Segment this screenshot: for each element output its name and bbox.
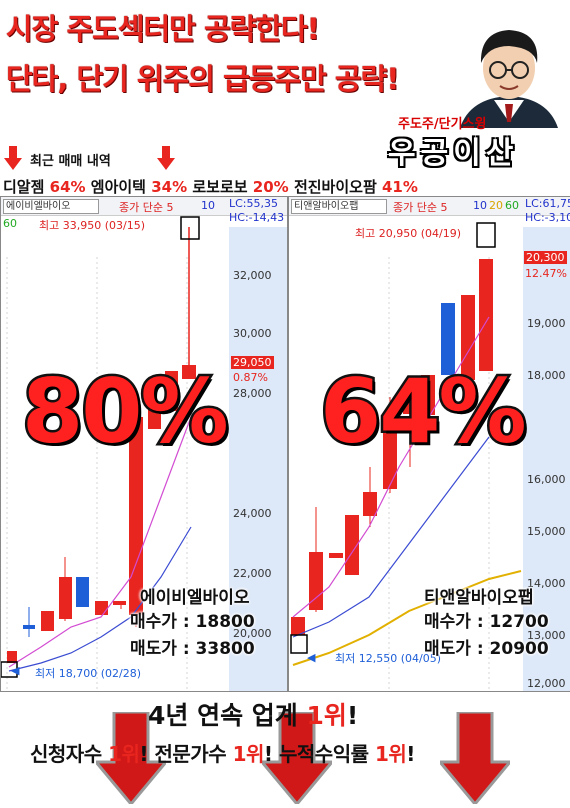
chart-panel-left: 에이비엘바이오 종가 단순 5 10 LC:55,35 60 HC:-14,43… <box>0 196 288 692</box>
rank-badge: 1위 <box>232 742 265 766</box>
svg-text:◀: ◀ <box>11 664 20 677</box>
y-tick: 16,000 <box>527 473 566 486</box>
y-tick: 24,000 <box>233 507 272 520</box>
footer-line1-suffix: ! <box>346 701 359 730</box>
ma60-label: 60 <box>3 217 17 230</box>
rank-badge: 1위 <box>108 742 140 766</box>
trade-pct: 34% <box>151 178 188 196</box>
trade-name: 로보로보 <box>192 178 248 196</box>
y-tick: 22,000 <box>233 567 272 580</box>
ma-label: 종가 단순 5 <box>393 201 448 214</box>
footer-line1: 4년 연속 업계 1위! <box>148 696 358 732</box>
ma-extra: 10 <box>201 199 215 212</box>
hc-label: HC:-14,43 <box>229 211 285 224</box>
rank-suffix: ! <box>406 742 415 766</box>
price-box: 20,300 <box>524 251 567 264</box>
trade-pct: 64% <box>49 178 86 196</box>
trade-name: 전진바이오팜 <box>293 178 377 196</box>
high-label: 최고 20,950 (04/19) <box>355 227 462 240</box>
down-arrow-icon <box>157 146 175 170</box>
y-tick: 12,000 <box>527 677 566 690</box>
high-label: 최고 33,950 (03/15) <box>39 219 146 232</box>
chart-canvas-left: ◀ <box>1 216 287 691</box>
y-tick: 19,000 <box>527 317 566 330</box>
sell-price-right: 매도가 : 20900 <box>424 639 549 659</box>
recent-label: 최근 매매 내역 <box>30 154 111 169</box>
stock-name-left: 에이비엘바이오 <box>140 588 250 608</box>
rank-item-label: 전문가수 <box>154 742 233 766</box>
stock-field[interactable]: 에이비엘바이오 <box>3 199 99 214</box>
rank-suffix: ! <box>139 742 155 766</box>
trade-pct: 41% <box>381 178 418 196</box>
trade-name: 디알젬 <box>3 178 45 196</box>
y-tick: 32,000 <box>233 269 272 282</box>
hc-label: HC:-3,10 <box>525 211 570 224</box>
low-label: 최저 12,550 (04/05) <box>335 652 442 665</box>
footer-line2: 신청자수 1위! 전문가수 1위! 누적수익률 1위! <box>30 738 415 767</box>
trade-pct: 20% <box>252 178 289 196</box>
rank-suffix: ! <box>263 742 279 766</box>
down-arrow-icon <box>258 710 336 807</box>
lc-label: LC:55,35 <box>229 197 279 210</box>
stock-field[interactable]: 티앤알바이오팹 <box>291 199 387 214</box>
y-tick: 20,000 <box>233 627 272 640</box>
trade-name: 엠아이텍 <box>90 178 146 196</box>
chart-toolbar: 티앤알바이오팹 종가 단순 5 10 20 60 LC:61,75 <box>289 197 570 216</box>
svg-text:◀: ◀ <box>307 651 316 664</box>
recent-trades-row: 디알젬 64% 엠아이텍 34% 로보로보 20% 전진바이오팜 41% <box>3 176 418 197</box>
footer-line1-text: 4년 연속 업계 <box>148 701 307 730</box>
stock-name-right: 티앤알바이오팹 <box>424 588 534 608</box>
y-tick: 15,000 <box>527 525 566 538</box>
y-tick: 28,000 <box>233 387 272 400</box>
price-box: 29,050 <box>231 356 274 369</box>
rank-item-label: 신청자수 <box>30 742 109 766</box>
low-label: 최저 18,700 (02/28) <box>35 667 142 680</box>
y-tick: 30,000 <box>233 327 272 340</box>
profile-name: 우공이산 <box>388 136 519 171</box>
y-tick: 14,000 <box>527 577 566 590</box>
lc-label: LC:61,75 <box>525 197 570 210</box>
pct-box: 0.87% <box>233 371 268 384</box>
rank-badge: 1위 <box>374 742 407 766</box>
rank-badge: 1위 <box>306 701 347 730</box>
chart-panel-right: 티앤알바이오팹 종가 단순 5 10 20 60 LC:61,75 HC:-3,… <box>288 196 570 692</box>
headline-line1: 시장 주도섹터만 공략한다! <box>6 12 320 46</box>
ma60-label: 60 <box>505 199 519 212</box>
y-tick: 18,000 <box>527 369 566 382</box>
ma-extra: 10 <box>473 199 487 212</box>
expert-photo <box>450 18 568 128</box>
gain-percent-left: 80% <box>20 358 232 466</box>
headline-line2: 단타, 단기 위주의 급등주만 공략! <box>6 62 399 96</box>
down-arrow-icon <box>4 146 22 170</box>
ma20-label: 20 <box>489 199 503 212</box>
down-arrow-icon <box>92 710 170 807</box>
ma-label: 종가 단순 5 <box>119 201 174 214</box>
candles-left <box>7 227 196 663</box>
buy-price-left: 매수가 : 18800 <box>130 612 255 632</box>
rank-item-label: 누적수익률 <box>279 742 375 766</box>
chart-canvas-right: ◀ <box>290 222 570 691</box>
gain-percent-right: 64% <box>318 358 530 466</box>
sell-price-left: 매도가 : 33800 <box>130 639 255 659</box>
pct-box: 12.47% <box>525 267 567 280</box>
profile-tag: 주도주/단기스윙 <box>398 117 487 132</box>
chart-toolbar: 에이비엘바이오 종가 단순 5 10 LC:55,35 <box>1 197 287 216</box>
buy-price-right: 매수가 : 12700 <box>424 612 549 632</box>
y-tick: 13,000 <box>527 629 566 642</box>
down-arrow-icon <box>436 710 514 807</box>
